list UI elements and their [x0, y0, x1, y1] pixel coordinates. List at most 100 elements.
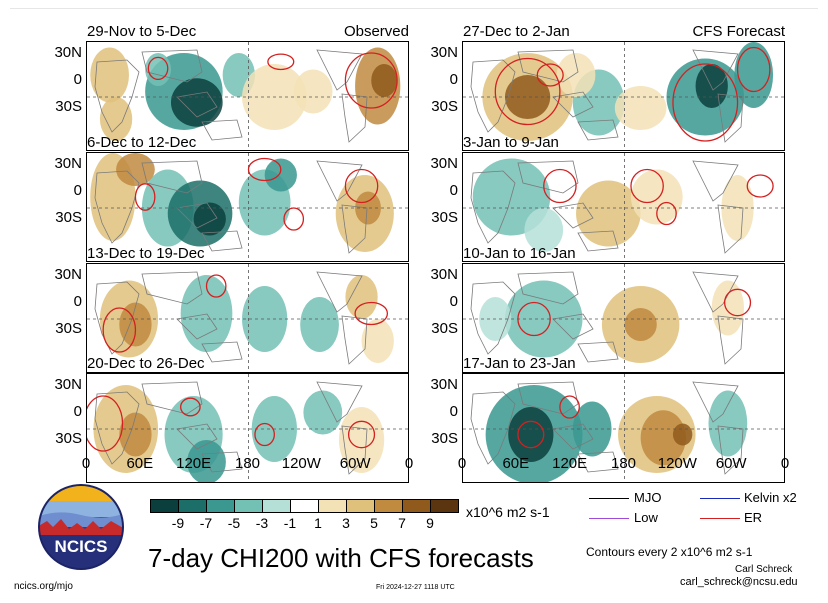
coastline: [552, 91, 594, 118]
coastline: [316, 271, 363, 313]
colorbar-segment: [234, 499, 263, 513]
er-contour: [630, 168, 664, 204]
logo-text: NCICS: [54, 537, 108, 556]
lat-label: 30S: [431, 209, 458, 226]
contour-note: Contours every 2 x10^6 m2 s-1: [586, 545, 753, 559]
chi-anomaly-blob: [721, 175, 754, 241]
legend-kelvin-label: Kelvin x2: [744, 490, 797, 505]
er-contour: [559, 395, 580, 419]
colorbar-segment: [430, 499, 459, 513]
main-title: 7-day CHI200 with CFS forecasts: [148, 543, 534, 573]
er-contour: [543, 168, 577, 204]
er-contour: [672, 63, 739, 142]
coastline: [577, 230, 619, 252]
lon-label: 0: [404, 455, 414, 472]
lon-label: 120W: [281, 455, 321, 472]
er-contour: [736, 46, 771, 93]
lat-label: 30N: [54, 376, 82, 393]
chi-anomaly-blob: [524, 208, 564, 252]
colorbar-segment: [402, 499, 431, 513]
er-contour: [205, 274, 227, 298]
lon-label: 60W: [715, 455, 747, 472]
coastline: [717, 93, 744, 143]
colorbar-units: x10^6 m2 s-1: [466, 504, 550, 520]
map-panel: [462, 373, 785, 483]
coastline: [94, 281, 140, 355]
coastline: [552, 423, 594, 450]
er-contour: [254, 422, 275, 447]
map-panel: [462, 41, 785, 151]
coastline: [176, 313, 218, 340]
legend-mjo-line: [589, 498, 629, 499]
map-panel: [86, 152, 409, 262]
er-contour: [517, 301, 551, 337]
coastline: [201, 119, 243, 141]
colorbar-segment: [178, 499, 207, 513]
er-contour: [344, 168, 379, 204]
colorbar-segment: [346, 499, 375, 513]
map-field: [87, 42, 408, 150]
colorbar-segment: [290, 499, 319, 513]
chi-anomaly-blob: [355, 191, 381, 225]
lon-label: 180: [610, 455, 637, 472]
er-contour: [494, 57, 561, 126]
er-contour: [344, 52, 398, 109]
coastline: [141, 49, 203, 83]
coastline: [692, 381, 739, 423]
map-panel: [462, 263, 785, 373]
ncics-logo: NCICS: [37, 483, 125, 571]
er-contour: [87, 395, 124, 452]
map-panel: [462, 152, 785, 262]
er-contour: [283, 207, 305, 231]
panel-source-label: Observed: [343, 23, 409, 40]
lon-label: 60E: [502, 455, 530, 472]
chi-anomaly-blob: [145, 53, 171, 86]
coastline: [577, 119, 619, 141]
coastline: [717, 425, 744, 475]
colorbar-segment: [318, 499, 347, 513]
map-field: [463, 153, 784, 261]
chi-anomaly-blob: [614, 86, 667, 130]
coastline: [517, 160, 579, 194]
panel-title: 3-Jan to 9-Jan: [463, 134, 559, 151]
chi-anomaly-blob: [711, 280, 745, 336]
lon-label: 0: [81, 455, 91, 472]
chi-anomaly-blob: [338, 407, 385, 473]
colorbar-segment: [150, 499, 179, 513]
map-field: [87, 153, 408, 261]
chi-anomaly-blob: [119, 412, 152, 457]
author-email: carl_schreck@ncsu.edu: [680, 576, 798, 588]
map-panel: [86, 263, 409, 373]
top-divider: [10, 8, 818, 9]
lat-label: 30N: [430, 155, 458, 172]
lat-label: 30S: [55, 320, 82, 337]
map-field: [463, 42, 784, 150]
coastline: [692, 160, 739, 202]
lat-label: 30S: [55, 209, 82, 226]
coastline: [94, 170, 140, 244]
colorbar-tick: -3: [255, 515, 269, 531]
colorbar-tick: 5: [370, 515, 378, 531]
lat-label: 30N: [54, 266, 82, 283]
coastline: [717, 315, 744, 365]
colorbar-tick: 3: [342, 515, 350, 531]
lat-label: 0: [73, 182, 82, 199]
coastline: [341, 425, 368, 475]
colorbar-tick: -7: [199, 515, 213, 531]
chi-anomaly-blob: [170, 78, 223, 127]
panel-title: 10-Jan to 16-Jan: [463, 245, 576, 262]
lat-label: 30N: [54, 44, 82, 61]
legend-kelvin-line: [700, 498, 740, 499]
lat-label: 0: [449, 182, 458, 199]
lat-label: 0: [73, 293, 82, 310]
er-contour: [656, 201, 677, 226]
coastline: [316, 49, 363, 91]
coastline: [577, 341, 619, 363]
chi-anomaly-blob: [345, 275, 378, 319]
site-url: ncics.org/mjo: [14, 581, 73, 592]
chi-anomaly-blob: [708, 390, 748, 457]
lat-label: 0: [73, 403, 82, 420]
map-field: [463, 374, 784, 482]
coastline: [692, 271, 739, 313]
coastline: [176, 423, 218, 450]
